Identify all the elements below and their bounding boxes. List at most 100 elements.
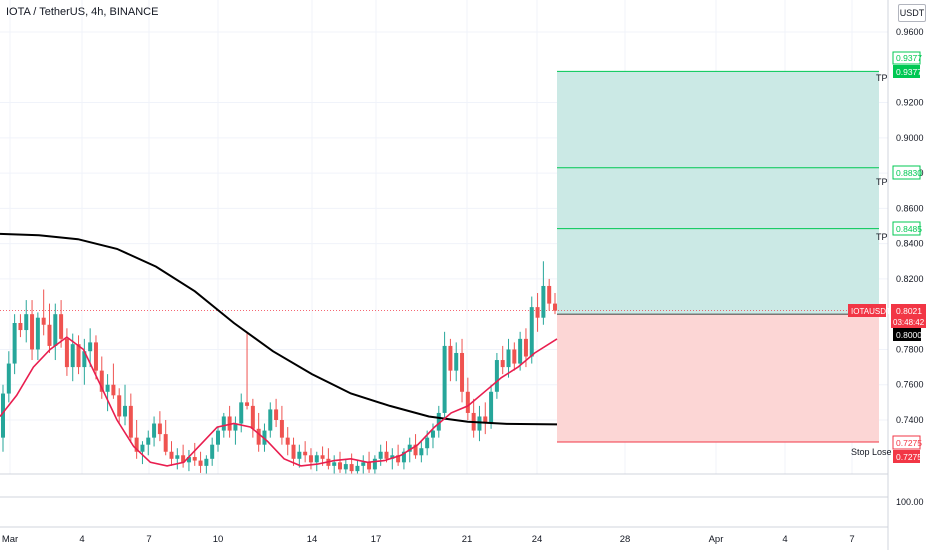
- candle-body: [111, 384, 116, 396]
- candle-body: [64, 338, 69, 368]
- currency-button[interactable]: USDT: [898, 4, 926, 22]
- y-tick-label: 0.8200: [896, 274, 924, 284]
- candle-body: [105, 384, 110, 392]
- candle-body: [169, 451, 174, 459]
- tp3-price-tag: 0.9377: [892, 51, 922, 65]
- x-tick-label: 14: [307, 534, 318, 545]
- candle-body: [123, 405, 128, 417]
- candle-body: [460, 352, 465, 392]
- candle-body: [436, 412, 441, 431]
- tp1-label: TP: [876, 232, 888, 242]
- x-tick-label: 21: [462, 534, 473, 545]
- candle-body: [320, 455, 325, 459]
- candle-body: [547, 285, 552, 304]
- candle-body: [430, 430, 435, 438]
- x-tick-label: 4: [79, 534, 84, 545]
- tp1-tag-text: 0.8485: [896, 224, 922, 234]
- candle-body: [6, 363, 11, 394]
- candle-body: [523, 338, 528, 357]
- candle-body: [134, 437, 139, 452]
- symbol-tag-text: IOTAUSDT: [851, 307, 891, 316]
- x-tick-label: Mar: [2, 534, 18, 545]
- candle-body: [204, 458, 209, 466]
- current-price-tag: 0.8021 03:48:42: [891, 304, 926, 328]
- candle-body: [454, 352, 459, 371]
- time-axis[interactable]: Mar 4 7 10 14 17 21 24 28 Apr 4 7: [2, 534, 855, 545]
- candle-body: [152, 423, 157, 438]
- tp1-price-tag: 0.8485: [892, 221, 922, 236]
- entry-price-tag: 0.8000: [893, 328, 922, 341]
- x-tick-label: 7: [849, 534, 854, 545]
- stop-loss-zone[interactable]: [557, 314, 879, 443]
- y-tick-label: 0.7400: [896, 415, 924, 425]
- y-tick-label: 0.7800: [896, 344, 924, 354]
- candle-body: [256, 428, 261, 445]
- candle-body: [483, 416, 488, 424]
- x-tick-label: 17: [371, 534, 382, 545]
- candle-body: [82, 351, 87, 368]
- ma-short-line: [0, 336, 558, 467]
- y-tick-label: 0.7600: [896, 380, 924, 390]
- candle-body: [279, 420, 284, 438]
- stop-loss-label: Stop Lose: [851, 447, 892, 457]
- candle-body: [128, 405, 133, 438]
- y-tick-label: 0.9000: [896, 133, 924, 143]
- candle-body: [338, 462, 343, 470]
- candle-body: [76, 344, 81, 368]
- x-tick-label: 10: [213, 534, 224, 545]
- candle-body: [239, 402, 244, 424]
- candle-body: [349, 464, 354, 472]
- tp2-price-tag: 0.8830: [892, 165, 922, 180]
- candle-body: [93, 342, 98, 371]
- candle-body: [24, 314, 29, 331]
- chart-title: IOTA / TetherUS, 4h, BINANCE: [6, 6, 159, 18]
- candle-body: [355, 465, 360, 472]
- candle-body: [30, 314, 35, 350]
- take-profit-zone[interactable]: [557, 71, 879, 315]
- candlestick-series: [1, 261, 557, 474]
- candle-body: [262, 430, 267, 445]
- candle-body: [308, 455, 313, 463]
- symbol-price-tag: IOTAUSDT: [848, 304, 891, 317]
- entry-price-text: 0.8000: [896, 330, 922, 340]
- candle-body: [35, 317, 40, 350]
- candle-body: [70, 344, 75, 368]
- candle-body: [419, 448, 424, 456]
- candle-body: [541, 285, 546, 318]
- candle-body: [314, 455, 319, 463]
- candle-body: [372, 458, 377, 470]
- x-tick-label: Apr: [709, 534, 724, 545]
- candle-body: [47, 324, 52, 346]
- candle-body: [361, 462, 366, 466]
- candle-body: [384, 451, 389, 459]
- candle-body: [250, 405, 255, 429]
- candle-body: [12, 323, 17, 364]
- candle-body: [512, 349, 517, 364]
- candle-body: [291, 444, 296, 459]
- candle-body: [41, 317, 46, 325]
- candle-body: [390, 455, 395, 459]
- y-tick-label: 0.9200: [896, 98, 924, 108]
- candle-body: [59, 314, 64, 339]
- candle-body: [198, 460, 203, 466]
- candle-body: [506, 349, 511, 368]
- candle-body: [163, 434, 168, 452]
- stop-tag-text: 0.7275: [896, 438, 922, 448]
- tp2-label: TP: [876, 177, 888, 187]
- candle-body: [274, 409, 279, 420]
- tp2-tag-text: 0.8830: [896, 168, 922, 178]
- candle-body: [332, 462, 337, 466]
- candle-body: [1, 393, 5, 438]
- x-tick-label: 4: [782, 534, 787, 545]
- candle-body: [53, 314, 58, 346]
- ma-long-line: [0, 232, 558, 426]
- candle-body: [401, 451, 406, 463]
- candle-body: [233, 423, 238, 431]
- candle-body: [343, 464, 348, 470]
- candle-body: [268, 409, 273, 431]
- candle-body: [181, 455, 186, 463]
- candle-body: [285, 437, 290, 445]
- x-tick-label: 24: [532, 534, 543, 545]
- candle-body: [413, 444, 418, 456]
